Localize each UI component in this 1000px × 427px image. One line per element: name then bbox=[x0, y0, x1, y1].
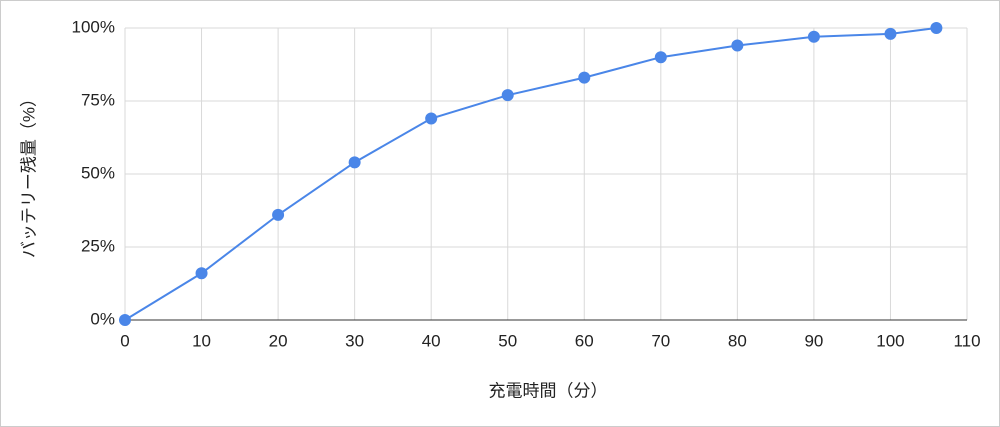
x-tick-label: 60 bbox=[575, 331, 594, 350]
x-tick-label: 10 bbox=[192, 331, 211, 350]
y-tick-label: 0% bbox=[90, 309, 115, 328]
data-point bbox=[195, 267, 208, 280]
y-tick-label: 25% bbox=[81, 236, 115, 255]
data-point bbox=[578, 71, 591, 84]
data-point bbox=[425, 112, 438, 125]
data-point bbox=[731, 39, 744, 52]
y-axis-label: バッテリー残量（%） bbox=[19, 90, 38, 258]
data-point bbox=[272, 208, 285, 221]
x-tick-label: 110 bbox=[953, 331, 980, 350]
series-line bbox=[124, 27, 937, 321]
data-point bbox=[348, 156, 361, 169]
data-point bbox=[884, 27, 897, 40]
data-point bbox=[119, 314, 131, 326]
x-axis-label: 充電時間（分） bbox=[489, 381, 608, 400]
x-tick-label: 80 bbox=[728, 331, 747, 350]
data-point bbox=[930, 22, 943, 34]
data-point bbox=[807, 30, 820, 43]
y-tick-label: 100% bbox=[72, 17, 115, 36]
data-point bbox=[501, 89, 514, 102]
x-tick-label: 70 bbox=[651, 331, 670, 350]
y-tick-label: 75% bbox=[81, 90, 115, 109]
x-tick-label: 20 bbox=[269, 331, 288, 350]
x-tick-label: 90 bbox=[804, 331, 823, 350]
x-tick-label: 50 bbox=[498, 331, 517, 350]
x-tick-label: 40 bbox=[422, 331, 441, 350]
x-tick-label: 0 bbox=[120, 331, 129, 350]
x-tick-label: 100 bbox=[876, 331, 904, 350]
x-tick-label: 30 bbox=[345, 331, 364, 350]
y-tick-label: 50% bbox=[81, 163, 115, 182]
data-point bbox=[654, 51, 667, 64]
